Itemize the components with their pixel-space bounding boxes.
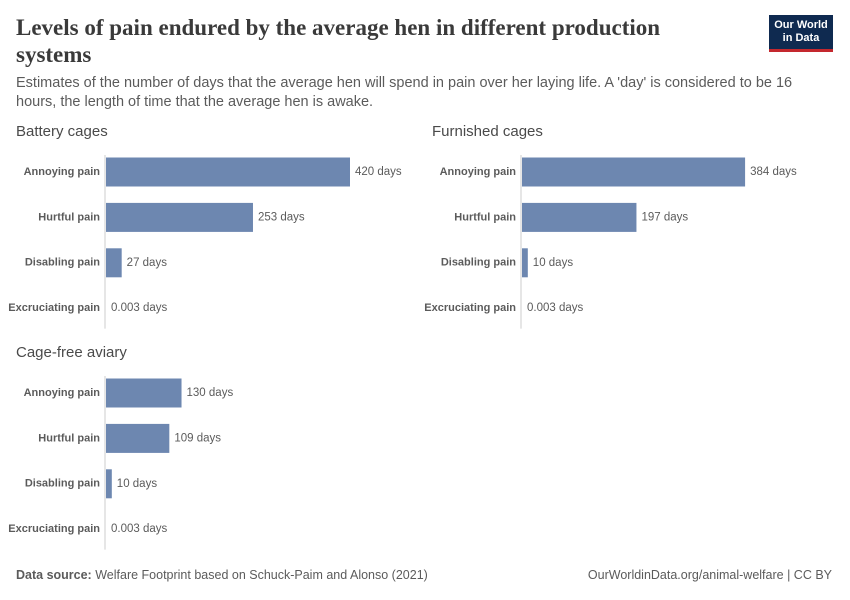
category-label: Annoying pain — [440, 166, 517, 178]
bar — [106, 202, 253, 232]
value-label: 384 days — [750, 166, 797, 178]
value-label: 420 days — [355, 166, 402, 178]
bar — [106, 423, 170, 453]
value-label: 0.003 days — [111, 302, 168, 314]
bar — [522, 248, 528, 278]
value-label: 27 days — [127, 257, 168, 269]
panel-title: Furnished cages — [432, 123, 543, 140]
category-label: Annoying pain — [24, 166, 101, 178]
bar — [106, 378, 182, 408]
value-label: 0.003 days — [527, 302, 584, 314]
category-label: Annoying pain — [24, 387, 101, 399]
value-label: 130 days — [187, 387, 234, 399]
url[interactable]: OurWorldinData.org/animal-welfare | CC B… — [587, 568, 832, 582]
logo-line: Our World — [774, 19, 828, 31]
panel-title: Cage-free aviary — [16, 344, 127, 361]
bar — [522, 157, 746, 187]
bar — [106, 157, 350, 187]
logo-line: in Data — [782, 32, 820, 44]
value-label: 10 days — [117, 478, 158, 490]
category-label: Hurtful pain — [38, 432, 100, 444]
bar — [522, 202, 637, 232]
category-label: Excruciating pain — [8, 523, 100, 535]
value-label: 253 days — [258, 211, 305, 223]
source-label: Data source: — [16, 568, 92, 582]
panel-title: Battery cages — [16, 123, 108, 140]
category-label: Hurtful pain — [38, 211, 100, 223]
category-label: Excruciating pain — [424, 302, 516, 314]
category-label: Disabling pain — [441, 257, 516, 269]
bar — [106, 469, 112, 499]
value-label: 197 days — [641, 211, 688, 223]
title: Levels of pain endured by the average he… — [16, 15, 661, 67]
value-label: 10 days — [533, 257, 574, 269]
logo[interactable]: Our World in Data — [769, 15, 833, 52]
source: Data source: Welfare Footprint based on … — [16, 568, 428, 582]
category-label: Disabling pain — [25, 257, 100, 269]
category-label: Disabling pain — [25, 478, 100, 490]
source-text: Welfare Footprint based on Schuck-Paim a… — [95, 568, 428, 582]
category-label: Hurtful pain — [454, 211, 516, 223]
bar — [106, 248, 122, 278]
category-label: Excruciating pain — [8, 302, 100, 314]
value-label: 109 days — [174, 432, 221, 444]
subtitle: Estimates of the number of days that the… — [16, 75, 793, 110]
value-label: 0.003 days — [111, 523, 168, 535]
